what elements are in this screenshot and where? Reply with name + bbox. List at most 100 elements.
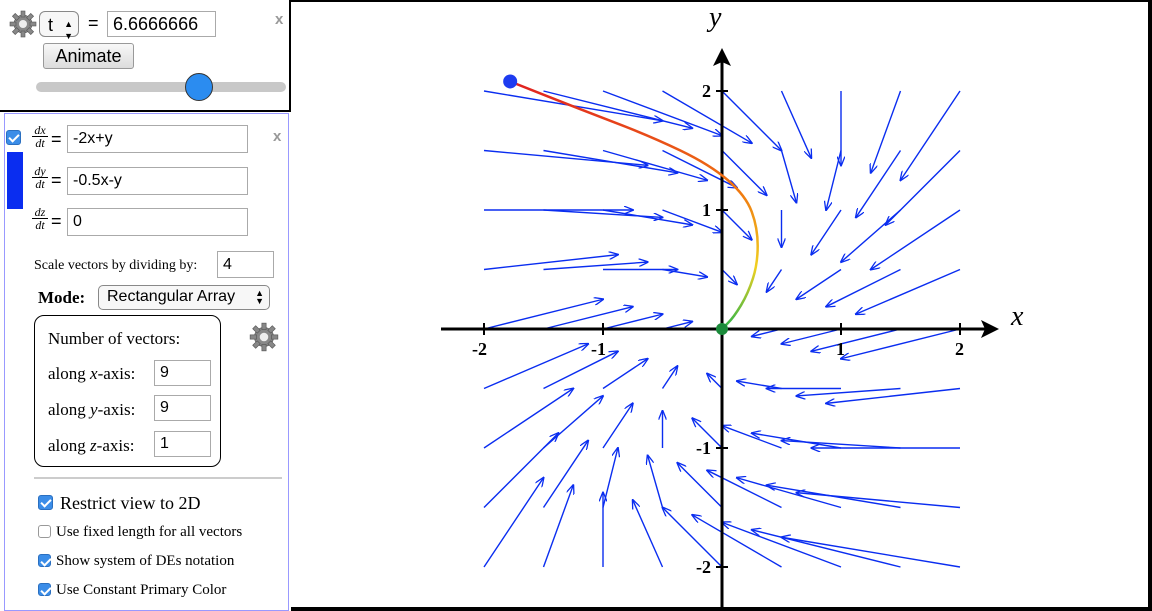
dz-equals-sign: = — [51, 211, 62, 231]
field-vector — [602, 448, 618, 508]
solution-trajectory — [509, 80, 759, 330]
fixed-length-label: Use fixed length for all vectors — [56, 524, 243, 540]
constant-color-label: Use Constant Primary Color — [56, 582, 227, 598]
section-divider — [34, 477, 282, 479]
along-x-prefix: along — [48, 364, 91, 383]
animation-variable-select[interactable]: t ▲ ▼ — [39, 11, 79, 41]
z-vector-count-input[interactable]: 1 — [154, 431, 211, 457]
direction-field-plot[interactable]: -2 -1 1 2 2 1 -1 -2 x y — [291, 2, 1148, 607]
constant-color-checkbox[interactable] — [38, 583, 51, 596]
close-animation-icon[interactable]: x — [275, 11, 284, 28]
field-vector — [811, 328, 901, 351]
field-vector — [707, 470, 782, 509]
field-vector — [782, 328, 842, 344]
field-vector — [721, 209, 752, 240]
field-vector — [602, 149, 707, 181]
time-slider-thumb[interactable] — [184, 73, 213, 101]
scale-label: Scale vectors by dividing by: — [34, 258, 198, 273]
field-vector — [662, 268, 708, 277]
field-vector — [543, 149, 678, 173]
field-vector — [782, 441, 901, 449]
field-vector — [483, 299, 603, 330]
dz-numerator: dz — [32, 206, 48, 219]
show-notation-checkbox[interactable] — [38, 554, 51, 567]
y-tick-label: -2 — [696, 557, 711, 577]
field-vector — [483, 344, 588, 390]
settings-gear-icon[interactable] — [8, 9, 38, 39]
field-vector — [796, 387, 901, 396]
field-vector — [796, 268, 842, 300]
restrict-2d-checkbox[interactable] — [38, 495, 53, 510]
mode-select[interactable]: Rectangular Array ▲ ▼ — [98, 285, 270, 310]
field-vector — [633, 500, 664, 568]
graph-canvas[interactable]: -2 -1 1 2 2 1 -1 -2 x y — [291, 2, 1148, 607]
along-x-var: x — [90, 364, 98, 383]
select-arrows-icon: ▲ ▼ — [64, 19, 73, 41]
dy-dt-input[interactable]: -0.5x-y — [67, 167, 248, 195]
field-vector — [483, 255, 618, 271]
field-vector — [663, 508, 723, 568]
axis-ticks: -2 -1 1 2 2 1 -1 -2 — [472, 81, 964, 577]
field-vector — [886, 150, 961, 225]
field-vector — [542, 441, 589, 508]
field-vector — [543, 90, 693, 128]
trajectory-end-point[interactable] — [716, 323, 728, 335]
dx-denominator: dt — [35, 136, 45, 150]
field-vector — [841, 209, 901, 262]
dz-dt-notation: dz dt — [32, 206, 48, 231]
y-tick-label: 1 — [702, 200, 711, 220]
field-vector — [692, 418, 723, 449]
field-vector — [602, 359, 648, 390]
animation-value-input[interactable]: 6.6666666 — [107, 11, 216, 37]
field-vector — [662, 149, 737, 188]
control-sidebar: t ▲ ▼ = 6.6666666 x Animate x dx dt = -2x… — [0, 0, 291, 611]
field-vector — [602, 314, 663, 330]
field-vector — [737, 478, 842, 509]
system-visibility-checkbox[interactable] — [6, 130, 21, 145]
along-y-var: y — [90, 400, 98, 419]
show-notation-label: Show system of DEs notation — [56, 553, 235, 569]
x-tick-label: 1 — [836, 339, 845, 359]
field-vector — [542, 485, 574, 568]
time-slider[interactable] — [36, 82, 286, 92]
y-axis-arrow-icon — [713, 48, 731, 66]
x-tick-label: -2 — [472, 339, 487, 359]
scale-input[interactable]: 4 — [217, 251, 274, 278]
field-vector — [871, 90, 902, 173]
y-vector-count-input[interactable]: 9 — [154, 395, 211, 421]
field-vector — [856, 268, 961, 315]
trajectory-start-point[interactable] — [503, 74, 518, 89]
along-x-axis-label: along x-axis: — [48, 364, 135, 384]
dx-equals-sign: = — [51, 129, 62, 149]
y-tick-label: -1 — [696, 438, 711, 458]
fixed-length-checkbox[interactable] — [38, 525, 51, 538]
field-vector — [780, 150, 797, 203]
x-vector-count-input[interactable]: 9 — [154, 360, 211, 386]
x-axis-arrow-icon — [981, 320, 999, 338]
animation-variable-value: t — [48, 15, 54, 35]
restrict-2d-label: Restrict view to 2D — [60, 493, 201, 513]
animate-button[interactable]: Animate — [43, 43, 134, 69]
dx-numerator: dx — [32, 124, 48, 137]
close-system-icon[interactable]: x — [273, 128, 282, 145]
field-vector — [737, 381, 782, 390]
dy-denominator: dt — [35, 177, 45, 191]
dx-dt-input[interactable]: -2x+y — [67, 125, 248, 153]
dy-dt-notation: dy dt — [32, 165, 48, 190]
along-z-prefix: along — [48, 436, 91, 455]
field-vector — [780, 90, 812, 158]
field-vector — [662, 90, 752, 143]
field-vector — [602, 209, 692, 225]
dz-dt-input[interactable]: 0 — [67, 208, 248, 236]
equals-sign: = — [88, 13, 99, 33]
field-vector — [721, 150, 767, 196]
along-z-var: z — [90, 436, 97, 455]
system-color-swatch[interactable] — [7, 152, 23, 209]
vector-count-box — [34, 315, 221, 467]
vector-settings-gear-icon[interactable] — [248, 321, 280, 353]
de-system-panel — [4, 113, 289, 611]
field-vector — [826, 150, 842, 211]
x-tick-label: 2 — [955, 339, 964, 359]
field-vector — [826, 268, 901, 307]
y-axis-label: y — [706, 2, 722, 33]
